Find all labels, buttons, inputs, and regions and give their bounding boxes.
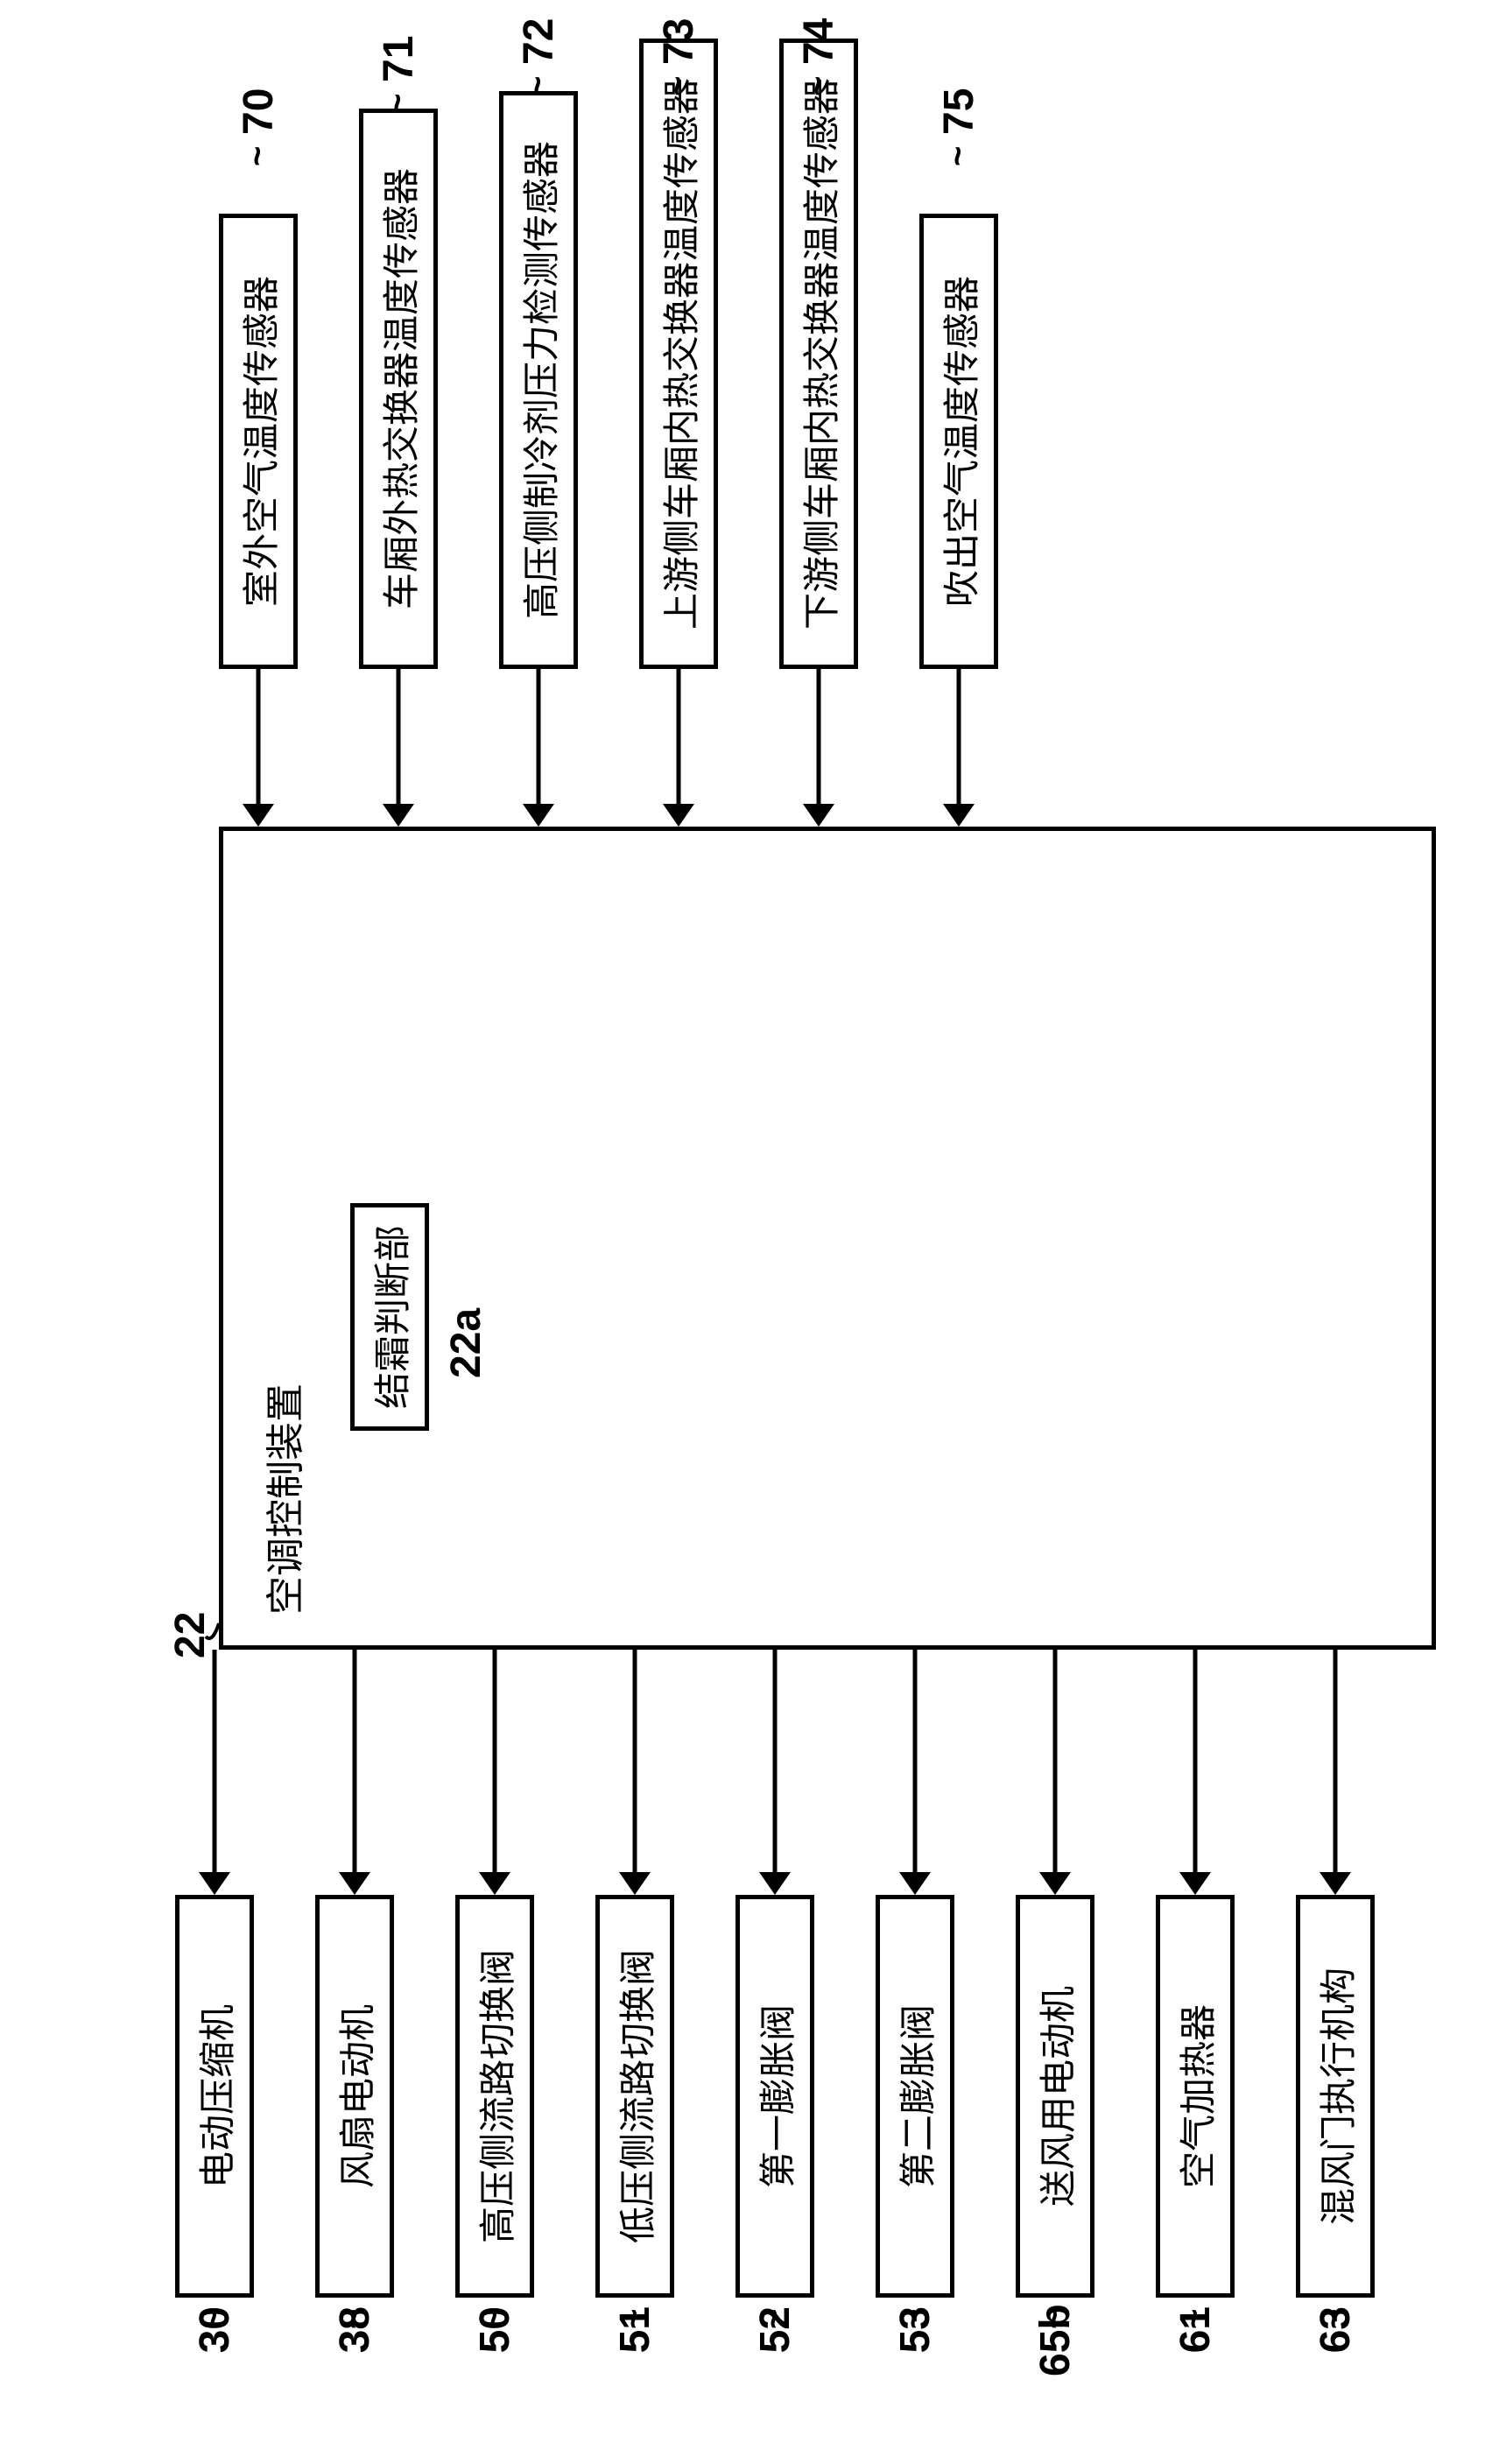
ref-tilde: ~ [378,94,418,114]
output-ref: 50 [471,2306,519,2376]
sensor-ref: 71 [375,36,423,82]
output-box: 第二膨胀阀 [876,1895,954,2298]
frost-judge-ref: 22a [442,1308,490,1378]
output-box: 空气加热器 [1156,1895,1235,2298]
ref-tilde: ~ [799,76,838,96]
sensor-box: 吹出空气温度传感器 [919,214,998,669]
sensor-box: 下游侧车厢内热交换器温度传感器 [779,39,858,669]
output-ref: 53 [891,2306,940,2376]
sensor-ref: 73 [655,18,703,65]
sensor-box: 室外空气温度传感器 [219,214,298,669]
ref-tilde: ~ [238,146,278,166]
output-box: 第一膨胀阀 [735,1895,814,2298]
output-ref: 30 [191,2306,239,2376]
sensor-box: 车厢外热交换器温度传感器 [359,109,438,669]
output-box: 电动压缩机 [175,1895,254,2298]
ref-tilde: ~ [939,146,978,166]
sensor-ref: 75 [935,88,983,135]
ref-tilde: ~ [518,76,558,96]
sensor-ref: 70 [235,88,283,135]
ref-tilde: ~ [658,76,698,96]
sensor-box: 上游侧车厢内热交换器温度传感器 [639,39,718,669]
controller-title: 空调控制装置 [254,1383,310,1615]
sensor-ref: 74 [795,18,843,65]
output-ref: 51 [611,2306,659,2376]
frost-judge-box: 结霜判断部 [350,1203,429,1431]
sensor-ref: 72 [515,18,563,65]
output-ref: 65b [1031,2306,1080,2376]
output-box: 风扇电动机 [315,1895,394,2298]
controller-ref: 22 [166,1612,215,1658]
sensor-box: 高压侧制冷剂压力检测传感器 [499,91,578,669]
output-box: 混风门执行机构 [1296,1895,1375,2298]
output-box: 低压侧流路切换阀 [595,1895,674,2298]
output-ref: 38 [331,2306,379,2376]
output-ref: 63 [1312,2306,1360,2376]
output-ref: 61 [1172,2306,1220,2376]
output-box: 高压侧流路切换阀 [455,1895,534,2298]
output-ref: 52 [751,2306,799,2376]
output-box: 送风用电动机 [1016,1895,1094,2298]
